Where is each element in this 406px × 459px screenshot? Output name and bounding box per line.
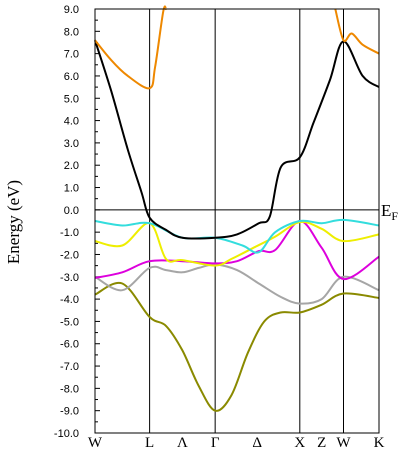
y-tick-label: -7.0 bbox=[60, 361, 79, 373]
y-tick-label: -1.0 bbox=[60, 227, 79, 239]
k-point-label: L bbox=[145, 435, 154, 451]
band-line bbox=[94, 5, 167, 90]
band-line bbox=[334, 8, 380, 55]
y-tick-label: -2.0 bbox=[60, 249, 79, 261]
y-tick-label: -8.0 bbox=[60, 383, 79, 395]
y-tick-label: 1.0 bbox=[64, 183, 79, 195]
y-tick-label: -6.0 bbox=[60, 339, 79, 351]
band-line bbox=[94, 263, 380, 305]
y-tick-label: 6.0 bbox=[64, 71, 79, 83]
k-point-label: Z bbox=[317, 435, 326, 451]
band-line bbox=[94, 39, 380, 240]
y-tick-label: 4.0 bbox=[64, 116, 79, 128]
band-lines bbox=[94, 5, 380, 412]
k-point-label: Γ bbox=[211, 435, 220, 451]
fermi-level-subscript: F bbox=[391, 209, 398, 223]
y-tick-label: -9.0 bbox=[60, 406, 79, 418]
y-tick-label: -4.0 bbox=[60, 294, 79, 306]
k-point-lines bbox=[149, 9, 344, 433]
band-line bbox=[94, 220, 380, 280]
y-tick-label: -10.0 bbox=[54, 428, 79, 440]
k-point-label: Λ bbox=[177, 435, 188, 451]
y-tick-label: 8.0 bbox=[64, 26, 79, 38]
y-tick-label: 0.0 bbox=[64, 205, 79, 217]
y-tick-label: 3.0 bbox=[64, 138, 79, 150]
k-point-label: W bbox=[88, 435, 103, 451]
k-point-label: X bbox=[294, 435, 305, 451]
y-tick-label: -5.0 bbox=[60, 316, 79, 328]
y-tick-label: 2.0 bbox=[64, 160, 79, 172]
y-tick-label: 7.0 bbox=[64, 49, 79, 61]
plot-frame bbox=[94, 8, 380, 434]
y-ticks: 9.0 8.0 7.0 6.0 5.0 4.0 3.0 2.0 1.0 0.0 -1.0 -2.0 -3… bbox=[54, 4, 100, 440]
band-line bbox=[94, 218, 380, 254]
band-line bbox=[94, 281, 380, 412]
fermi-level-label: EF bbox=[381, 201, 398, 223]
y-axis-title: Energy (eV) bbox=[4, 180, 23, 264]
y-tick-label: 9.0 bbox=[64, 4, 79, 16]
y-tick-label: -3.0 bbox=[60, 272, 79, 284]
k-point-label: K bbox=[374, 435, 385, 451]
y-tick-label: 5.0 bbox=[64, 93, 79, 105]
fermi-level-main: E bbox=[381, 201, 391, 220]
k-point-label: W bbox=[336, 435, 351, 451]
k-point-label: Δ bbox=[252, 435, 262, 451]
